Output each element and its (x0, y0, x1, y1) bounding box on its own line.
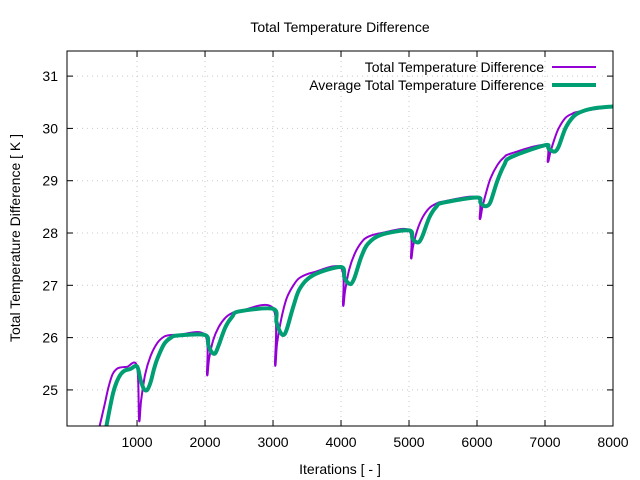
series-average-total-temperature-difference (104, 104, 613, 426)
y-axis-label: Total Temperature Difference [ K ] (7, 134, 23, 342)
x-tick-label: 7000 (529, 434, 560, 450)
legend: Total Temperature Difference Average Tot… (309, 59, 596, 93)
grid (67, 51, 613, 426)
x-tick-label: 6000 (461, 434, 492, 450)
y-tick-label: 27 (42, 277, 58, 293)
x-axis-label: Iterations [ - ] (299, 461, 381, 477)
y-tick-label: 28 (42, 225, 58, 241)
x-tick-label: 4000 (325, 434, 356, 450)
x-tick-label: 3000 (257, 434, 288, 450)
legend-label-total: Total Temperature Difference (365, 59, 544, 75)
y-tick-label: 29 (42, 173, 58, 189)
y-tick-label: 31 (42, 68, 58, 84)
x-tick-label: 8000 (597, 434, 628, 450)
chart-title: Total Temperature Difference (250, 19, 429, 35)
ticks: 1000 2000 3000 4000 5000 6000 7000 8000 25 26 27 28… (42, 51, 629, 450)
series-layer (98, 104, 613, 426)
y-tick-label: 25 (42, 382, 58, 398)
plot-frame (66, 50, 614, 427)
x-tick-label: 5000 (393, 434, 424, 450)
x-tick-label: 1000 (121, 434, 152, 450)
y-tick-label: 30 (42, 120, 58, 136)
legend-label-average: Average Total Temperature Difference (309, 77, 544, 93)
y-tick-label: 26 (42, 330, 58, 346)
x-tick-label: 2000 (189, 434, 220, 450)
